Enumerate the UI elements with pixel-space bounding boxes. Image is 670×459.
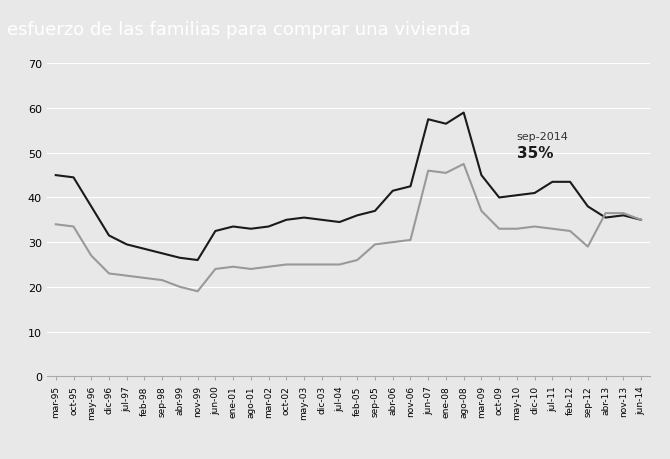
Text: esfuerzo de las familias para comprar una vivienda: esfuerzo de las familias para comprar un… xyxy=(7,21,470,39)
Text: 35%: 35% xyxy=(517,146,553,161)
Text: sep-2014: sep-2014 xyxy=(517,132,569,142)
